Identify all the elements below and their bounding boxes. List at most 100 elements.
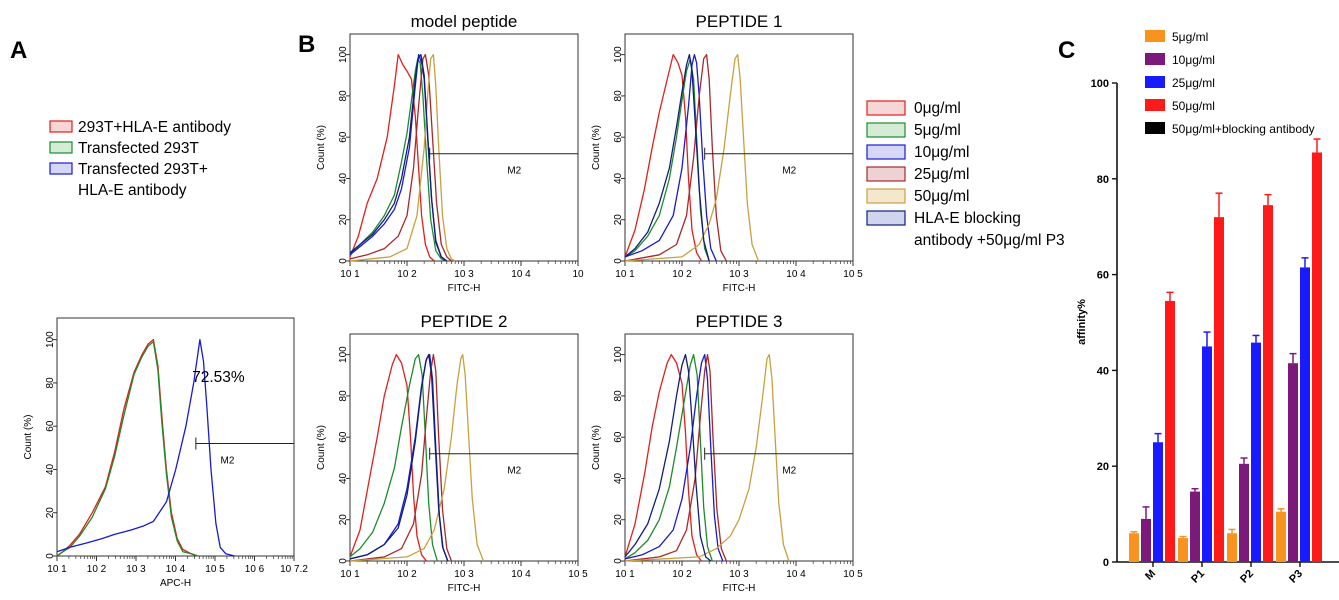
x-tick-label: 10 4: [786, 269, 806, 280]
legend-a-swatch-0: [49, 120, 73, 133]
histogram-line-4: [349, 53, 456, 262]
legend-b-swatch-0: [866, 100, 906, 116]
x-tick-label: 10 2: [672, 569, 692, 580]
histogram-line-4: [349, 353, 485, 562]
legend-b-item-5: HLA-E blocking: [866, 210, 1021, 227]
x-tick-label: 10 6: [245, 564, 265, 575]
histogram-peptide-1: PEPTIDE 1 0 20 40 60 80 100 10 1 10 2 10 3 10 4 10 …: [591, 12, 863, 294]
histogram-line-2: [624, 353, 724, 562]
plot-title: PEPTIDE 3: [696, 312, 783, 331]
legend-b-item-1: 5μg/ml: [866, 122, 961, 139]
legend-b-label-4: 50μg/ml: [914, 188, 969, 205]
bar-P1-0: [1178, 538, 1188, 562]
x-category-label: M: [1143, 568, 1158, 583]
histogram-line-2: [624, 53, 717, 262]
legend-c-swatch-3: [1145, 99, 1165, 111]
y-tick-label: 0: [1103, 557, 1109, 569]
legend-a-item-2: Transfected 293T+: [49, 161, 208, 178]
x-axis-label: FITC-H: [723, 583, 756, 594]
legend-c-swatch-0: [1145, 30, 1165, 42]
plot-title: PEPTIDE 2: [421, 312, 508, 331]
y-tick-label: 100: [613, 346, 624, 363]
y-tick-label: 80: [613, 390, 624, 402]
x-tick-label: 10 3: [454, 269, 474, 280]
x-axis-label: APC-H: [160, 578, 191, 589]
y-axis-label: Count (%): [591, 425, 602, 470]
x-tick-label: 10 1: [340, 569, 360, 580]
legend-c-label-4: 50μg/ml+blocking antibody: [1172, 122, 1315, 136]
legend-b-continuation: antibody +50μg/ml P3: [914, 232, 1065, 249]
y-tick-label: 0: [338, 558, 349, 564]
gate-label: M2: [782, 166, 796, 177]
x-category-label: P2: [1238, 568, 1256, 586]
legend-b-label-5: HLA-E blocking: [914, 210, 1021, 227]
legend-c-swatch-4: [1145, 122, 1165, 134]
legend-c-label-2: 25μg/ml: [1172, 76, 1215, 90]
bar-P2-1: [1239, 463, 1249, 562]
y-tick-label: 0: [338, 258, 349, 264]
histogram-peptide-2: PEPTIDE 2 0 20 40 60 80 100 10 1 10 2 10 3 10 4 10 …: [316, 312, 588, 594]
y-tick-label: 80: [338, 390, 349, 402]
x-category-label: P1: [1189, 568, 1207, 586]
legend-b-item-2: 10μg/ml: [866, 144, 969, 161]
legend-b: 0μg/ml 5μg/ml 10μg/ml 25μg/ml 50μg/ml HL…: [866, 100, 1065, 249]
x-tick-label: 10 5: [205, 564, 225, 575]
legend-c-swatch-2: [1145, 76, 1165, 88]
histogram-line-1: [624, 58, 710, 262]
y-tick-label: 20: [338, 214, 349, 226]
plot-frame: [624, 333, 854, 562]
legend-b-swatch-2: [866, 144, 906, 160]
histogram-line-5: [349, 53, 448, 262]
legend-a-label-1: Transfected 293T: [78, 140, 199, 157]
histogram-line-1: [624, 353, 713, 562]
x-tick-label: 10 4: [511, 269, 531, 280]
y-tick-label: 100: [45, 331, 56, 348]
histogram-line-1: [349, 58, 448, 262]
y-tick-label: 20: [1097, 461, 1109, 473]
y-axis-label: Count (%): [316, 425, 327, 470]
x-tick-label: 10 2: [87, 564, 107, 575]
histogram-line-5: [624, 53, 710, 262]
legend-a-swatch-1: [49, 141, 73, 154]
y-tick-label: 100: [338, 46, 349, 63]
bar-P1-2: [1202, 346, 1212, 562]
y-tick-label: 60: [613, 431, 624, 443]
legend-b-label-0: 0μg/ml: [914, 100, 961, 117]
legend-a-item-1: Transfected 293T: [49, 140, 199, 157]
y-tick-label: 40: [1097, 365, 1109, 377]
y-tick-label: 60: [338, 431, 349, 443]
gate-label: M2: [507, 466, 521, 477]
y-tick-label: 80: [338, 90, 349, 102]
x-axis-label: FITC-H: [448, 283, 481, 294]
histogram-line-1: [56, 341, 199, 557]
y-axis-label: affinity%: [1076, 299, 1088, 345]
legend-a-item-0: 293T+HLA-E antibody: [49, 119, 231, 136]
histogram-line-0: [56, 338, 199, 557]
x-tick-label: 10 4: [166, 564, 186, 575]
y-tick-label: 60: [338, 131, 349, 143]
gate-label: M2: [221, 455, 235, 466]
y-tick-label: 0: [45, 553, 56, 559]
legend-c-label-0: 5μg/ml: [1172, 30, 1208, 44]
y-tick-label: 40: [338, 172, 349, 184]
panel-letter-a: A: [10, 37, 27, 64]
y-tick-label: 40: [613, 172, 624, 184]
gate-label: M2: [507, 166, 521, 177]
legend-b-label-1: 5μg/ml: [914, 122, 961, 139]
histogram-line-3: [624, 53, 727, 262]
gate-percentage: 72.53%: [192, 369, 245, 386]
legend-b-swatch-1: [866, 122, 906, 138]
x-tick-label: 10 7.2: [280, 564, 308, 575]
bar-P2-3: [1263, 205, 1273, 562]
histogram-line-0: [624, 53, 703, 262]
histogram-peptide-3: PEPTIDE 3 0 20 40 60 80 100 10 1 10 2 10 3 10 4 10 …: [591, 312, 863, 594]
x-tick-label: 10 4: [786, 569, 806, 580]
bar-M-1: [1141, 518, 1151, 562]
legend-b-item-0: 0μg/ml: [866, 100, 961, 117]
y-tick-label: 20: [613, 514, 624, 526]
y-tick-label: 80: [45, 377, 56, 389]
plot-title: PEPTIDE 1: [696, 12, 783, 31]
y-tick-label: 100: [338, 346, 349, 363]
legend-a-continuation: HLA-E antibody: [78, 182, 187, 199]
